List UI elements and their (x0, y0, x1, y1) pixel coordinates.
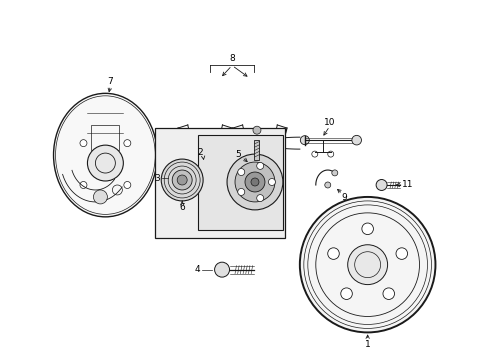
Text: 10: 10 (324, 118, 335, 127)
Circle shape (237, 188, 244, 195)
Bar (254, 140, 259, 160)
Bar (91, 125, 119, 150)
Text: 9: 9 (341, 193, 347, 202)
Circle shape (80, 140, 87, 147)
Text: 4: 4 (194, 265, 200, 274)
Circle shape (351, 135, 361, 145)
Circle shape (87, 145, 123, 181)
Text: 5: 5 (235, 150, 241, 159)
Circle shape (214, 262, 229, 277)
Text: 1: 1 (364, 340, 370, 349)
Circle shape (299, 197, 435, 332)
Circle shape (161, 159, 203, 201)
Text: 8: 8 (229, 54, 234, 63)
Circle shape (237, 168, 244, 176)
Circle shape (324, 182, 330, 188)
Text: 3: 3 (154, 174, 160, 183)
Circle shape (300, 136, 309, 145)
Circle shape (244, 172, 264, 192)
Circle shape (177, 175, 187, 185)
Circle shape (375, 180, 386, 190)
Bar (155, 128, 285, 238)
Circle shape (235, 162, 274, 202)
Text: 2: 2 (197, 148, 203, 157)
Circle shape (226, 154, 283, 210)
Circle shape (80, 181, 87, 189)
Circle shape (327, 248, 339, 259)
Circle shape (395, 248, 407, 259)
Circle shape (93, 190, 107, 204)
Circle shape (268, 179, 275, 185)
Circle shape (123, 181, 131, 189)
Circle shape (340, 288, 352, 300)
Text: 11: 11 (401, 180, 412, 189)
Circle shape (172, 170, 192, 190)
Text: 7: 7 (107, 77, 113, 86)
Circle shape (256, 195, 263, 202)
Circle shape (331, 170, 337, 176)
Text: 6: 6 (179, 203, 184, 212)
Circle shape (252, 126, 261, 134)
Circle shape (361, 223, 373, 235)
Circle shape (250, 178, 259, 186)
Ellipse shape (53, 93, 157, 217)
Circle shape (382, 288, 394, 300)
Bar (198, 135, 283, 230)
Circle shape (256, 162, 263, 169)
Circle shape (347, 245, 387, 285)
Circle shape (123, 140, 131, 147)
